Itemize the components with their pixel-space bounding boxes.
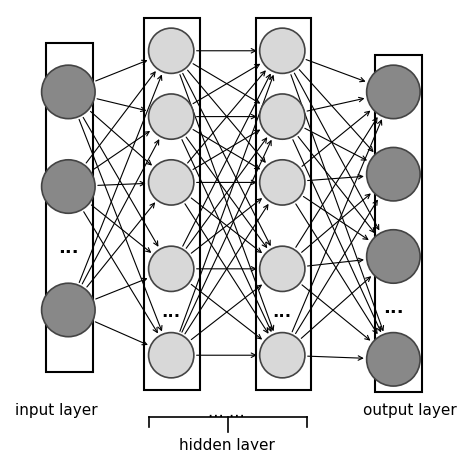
Circle shape: [366, 65, 420, 119]
Circle shape: [42, 283, 95, 337]
Text: output layer: output layer: [363, 403, 457, 418]
Circle shape: [366, 333, 420, 386]
Circle shape: [260, 246, 305, 292]
Bar: [375, 55, 422, 392]
Circle shape: [148, 246, 194, 292]
Circle shape: [366, 148, 420, 201]
Text: ... ...: ... ...: [209, 403, 245, 421]
Text: hidden layer: hidden layer: [179, 437, 275, 450]
Circle shape: [260, 333, 305, 378]
Circle shape: [260, 94, 305, 139]
Text: ...: ...: [58, 239, 79, 257]
Circle shape: [148, 28, 194, 73]
Text: ...: ...: [162, 303, 181, 321]
Circle shape: [260, 28, 305, 73]
Text: ...: ...: [383, 299, 404, 317]
Circle shape: [366, 230, 420, 283]
Text: input layer: input layer: [15, 403, 97, 418]
Circle shape: [148, 333, 194, 378]
Circle shape: [42, 65, 95, 119]
Circle shape: [260, 160, 305, 205]
Bar: [46, 43, 93, 372]
Circle shape: [42, 160, 95, 213]
Text: ...: ...: [273, 303, 292, 321]
Circle shape: [148, 94, 194, 139]
Bar: [255, 18, 311, 390]
Circle shape: [148, 160, 194, 205]
Bar: [145, 18, 200, 390]
